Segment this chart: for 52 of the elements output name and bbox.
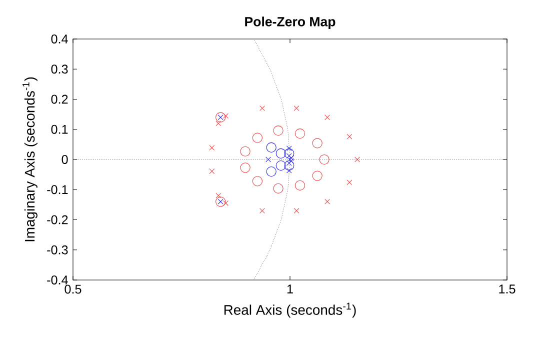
point: [252, 176, 262, 186]
point: [216, 192, 222, 198]
point: [294, 128, 306, 139]
point: [209, 145, 215, 150]
point: [319, 154, 330, 165]
point: [266, 156, 272, 162]
point: [294, 106, 300, 111]
y-tick-label: -0.4: [47, 276, 68, 284]
point: [324, 114, 330, 120]
point: [266, 166, 276, 177]
line-series: [253, 38, 290, 280]
point: [276, 148, 286, 159]
point: [240, 162, 250, 173]
point: [223, 200, 228, 206]
point: [273, 126, 284, 136]
chart-title: Pole-Zero Map: [245, 16, 336, 29]
point: [354, 156, 360, 162]
point: [346, 134, 352, 140]
x-axis-title: Real Axis (seconds$^{-1}$): [224, 302, 356, 318]
y-tick-label: 0: [62, 155, 68, 164]
point: [260, 106, 265, 111]
y-axis-title: Imaginary Axis (seconds$^{-1}$): [22, 77, 38, 242]
point: [288, 155, 294, 161]
y-tick-label: -0.3: [47, 245, 68, 254]
point: [294, 208, 300, 214]
y-tick-label: 0.4: [51, 34, 68, 44]
x-tick-label: 1: [287, 284, 293, 294]
y-tick-label: 0.3: [51, 64, 68, 74]
point: [312, 170, 322, 181]
point: [216, 112, 226, 122]
point: [216, 196, 226, 207]
point: [216, 120, 222, 126]
point: [286, 168, 292, 174]
point: [284, 160, 294, 171]
point: [273, 183, 284, 194]
y-tick-label: -0.2: [47, 215, 68, 224]
point: [260, 208, 265, 214]
point: [266, 142, 276, 152]
point: [209, 168, 215, 174]
point: [284, 148, 294, 159]
point: [312, 138, 322, 148]
x-tick-label: 0.5: [64, 284, 82, 294]
point: [240, 146, 250, 156]
point: [286, 146, 292, 152]
point: [252, 132, 262, 143]
y-tick-label: 0.2: [51, 94, 68, 104]
point: [294, 180, 306, 190]
point: [346, 180, 352, 186]
point: [324, 198, 330, 204]
y-tick-label: -0.1: [47, 185, 68, 194]
y-tick-label: 0.1: [51, 124, 68, 134]
x-tick-label: 1.5: [499, 284, 516, 294]
